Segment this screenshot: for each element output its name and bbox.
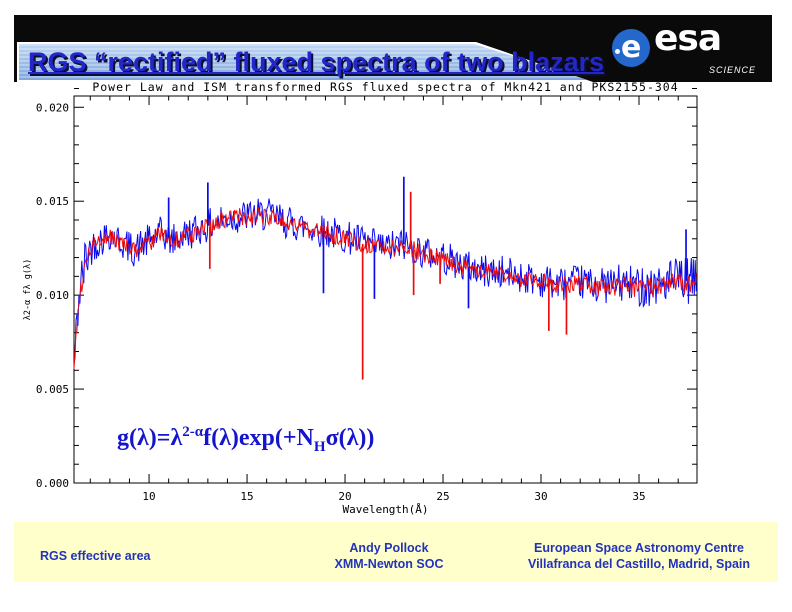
svg-text:0.020: 0.020 (36, 101, 69, 114)
footer-author-org: XMM-Newton SOC (334, 557, 444, 571)
svg-text:0.000: 0.000 (36, 477, 69, 490)
formula-part: σ(λ)) (325, 425, 375, 451)
svg-text:0.010: 0.010 (36, 289, 69, 302)
footer-author-block: Andy Pollock XMM-Newton SOC (269, 540, 509, 572)
footer-centre-block: European Space Astronomy Centre Villafra… (494, 540, 784, 572)
header-bar: RGS “rectified” fluxed spectra of two bl… (14, 15, 772, 82)
formula-part: g(λ)=λ (117, 425, 183, 451)
svg-text:10: 10 (142, 490, 155, 503)
footer-centre-location: Villafranca del Castillo, Madrid, Spain (527, 557, 751, 571)
esa-science-label: SCIENCE (708, 65, 756, 75)
svg-text:25: 25 (436, 490, 449, 503)
formula-annotation: g(λ)=λ2-αf(λ)exp(+NHσ(λ)) (117, 424, 374, 456)
esa-wordmark: esa (654, 18, 722, 59)
slide-title: RGS “rectified” fluxed spectra of two bl… (28, 47, 605, 77)
svg-text:λ2-α fλ g(λ): λ2-α fλ g(λ) (23, 259, 33, 320)
esa-globe-icon: e (612, 29, 650, 67)
esa-circle-letter: e (621, 30, 642, 65)
formula-part: f(λ)exp(+N (203, 425, 314, 451)
footer-left-label: RGS effective area (40, 549, 151, 563)
esa-logo: e esa SCIENCE (606, 18, 758, 77)
svg-text:15: 15 (240, 490, 253, 503)
svg-text:0.005: 0.005 (36, 383, 69, 396)
svg-text:Wavelength(Å): Wavelength(Å) (342, 503, 428, 516)
esa-dot-icon (615, 49, 620, 54)
spectra-chart: 10 15 20 25 30 35 0.000 0.005 0.010 0.015 0.020 Pow… (23, 80, 698, 516)
footer-centre-name: European Space Astronomy Centre (533, 541, 744, 555)
svg-text:35: 35 (632, 490, 645, 503)
svg-text:30: 30 (534, 490, 547, 503)
formula-subscript: H (313, 438, 326, 455)
svg-text:0.015: 0.015 (36, 195, 69, 208)
footer-bar: RGS effective area Andy Pollock XMM-Newt… (14, 522, 778, 582)
svg-text:20: 20 (338, 490, 351, 503)
footer-author-name: Andy Pollock (349, 541, 429, 555)
formula-superscript: 2-α (182, 424, 204, 440)
svg-text:Power Law and ISM transformed: Power Law and ISM transformed RGS fluxed… (92, 80, 678, 94)
